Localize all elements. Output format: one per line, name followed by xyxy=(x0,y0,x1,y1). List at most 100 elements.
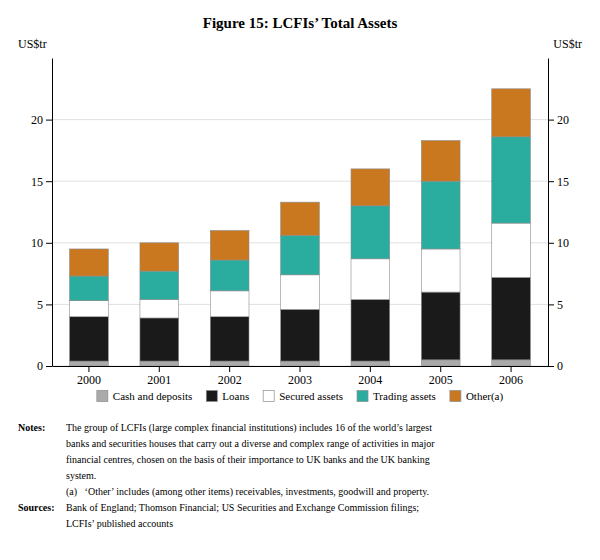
bar xyxy=(492,360,531,366)
tick: 15 xyxy=(31,175,52,189)
tick-mark xyxy=(440,366,441,372)
tick-label: 5 xyxy=(37,298,43,312)
tick: 2002 xyxy=(218,366,242,387)
tick-label: 2006 xyxy=(499,373,523,387)
tick-label: 2004 xyxy=(358,373,382,387)
legend-label: Loans xyxy=(222,390,249,402)
tick-label: 20 xyxy=(31,113,43,127)
tick-label: 15 xyxy=(557,175,569,189)
tick-mark xyxy=(46,304,52,305)
bar xyxy=(421,249,460,292)
tick-mark xyxy=(511,366,512,372)
note-text: LCFIs’ published accounts xyxy=(66,518,173,529)
note-text: Bank of England; Thomson Financial; US S… xyxy=(66,502,419,513)
legend-label: Cash and deposits xyxy=(113,390,192,402)
y2-axis-title: US$tr xyxy=(553,37,582,51)
bar xyxy=(421,181,460,249)
tick-label: 2000 xyxy=(77,373,101,387)
tick-label: 2002 xyxy=(218,373,242,387)
bar xyxy=(70,249,109,276)
x-axis: 2000 2001 2002 2003 2004 2005 2006 xyxy=(53,366,549,387)
bar xyxy=(421,292,460,360)
tick: 10 xyxy=(31,236,52,250)
chart-root: 2000200120022003200420052006051015200510… xyxy=(0,0,600,560)
grid-line xyxy=(52,181,548,182)
title: Figure 15: LCFIs’ Total Assets xyxy=(203,15,398,31)
tick-mark xyxy=(548,181,554,182)
tick-label: 5 xyxy=(557,298,563,312)
bar xyxy=(421,360,460,366)
bar xyxy=(210,317,249,361)
bar xyxy=(210,291,249,317)
bar xyxy=(70,276,109,301)
tick: 20 xyxy=(548,113,569,127)
tick-label: 2001 xyxy=(147,373,171,387)
bar xyxy=(210,230,249,260)
note-text: system. xyxy=(66,470,96,481)
legend-item: Cash and deposits xyxy=(97,390,192,402)
legend-swatch xyxy=(357,391,368,402)
axis-line xyxy=(52,59,53,367)
bar xyxy=(351,206,390,259)
tick-mark xyxy=(159,366,160,372)
y2-axis: 0 5 10 15 20 xyxy=(548,59,569,374)
tick-label: 0 xyxy=(37,359,43,373)
legend-label: Secured assets xyxy=(279,390,343,402)
tick: 5 xyxy=(37,298,52,312)
bars xyxy=(70,89,531,366)
bar xyxy=(492,137,531,223)
bar xyxy=(351,259,390,300)
bar xyxy=(210,260,249,291)
grid-line xyxy=(52,119,548,120)
legend: Cash and deposits Loans Secured assets Trad… xyxy=(97,390,504,403)
y-axis-title: US$tr xyxy=(18,37,47,51)
tick-label: 10 xyxy=(557,236,569,250)
tick: 10 xyxy=(548,236,569,250)
bar xyxy=(281,275,320,309)
bar xyxy=(70,317,109,361)
tick-mark xyxy=(300,366,301,372)
note-text: The group of LCFIs (large complex financ… xyxy=(66,422,432,434)
legend-swatch xyxy=(450,391,461,402)
bar xyxy=(281,309,320,361)
bar xyxy=(492,223,531,277)
tick-mark xyxy=(46,243,52,244)
series-3 xyxy=(70,137,531,301)
legend-item: Loans xyxy=(206,390,249,402)
bar xyxy=(351,169,390,206)
tick-label: 20 xyxy=(557,113,569,127)
bar xyxy=(210,361,249,366)
tick: 2004 xyxy=(358,366,382,387)
bar xyxy=(140,318,179,361)
series-2 xyxy=(70,223,531,318)
series-4 xyxy=(70,89,531,276)
tick-mark xyxy=(548,304,554,305)
axis-line xyxy=(548,59,549,367)
legend-item: Other(a) xyxy=(450,390,504,403)
tick-mark xyxy=(229,366,230,372)
tick: 15 xyxy=(548,175,569,189)
tick: 2001 xyxy=(147,366,171,387)
legend-item: Trading assets xyxy=(357,390,436,402)
bar xyxy=(140,243,179,271)
tick-label: 2003 xyxy=(288,373,312,387)
bar xyxy=(281,235,320,274)
note-label: Notes: xyxy=(18,422,45,433)
bar xyxy=(492,89,531,137)
note-text: banks and securities houses that carry o… xyxy=(66,438,435,449)
legend-swatch xyxy=(263,391,274,402)
bar xyxy=(351,299,390,361)
tick-mark xyxy=(548,120,554,121)
grid xyxy=(52,120,548,366)
tick: 0 xyxy=(548,359,563,373)
bar xyxy=(281,202,320,235)
tick: 2006 xyxy=(499,366,523,387)
tick: 2005 xyxy=(429,366,453,387)
note-text: (a) ‘Other’ includes (among other items)… xyxy=(66,486,429,498)
note-text: financial centres, chosen on the basis o… xyxy=(66,454,430,465)
legend-label: Trading assets xyxy=(373,390,436,402)
tick-mark xyxy=(548,366,554,367)
legend-item: Secured assets xyxy=(263,390,343,402)
bar xyxy=(70,361,109,366)
bar xyxy=(70,301,109,317)
